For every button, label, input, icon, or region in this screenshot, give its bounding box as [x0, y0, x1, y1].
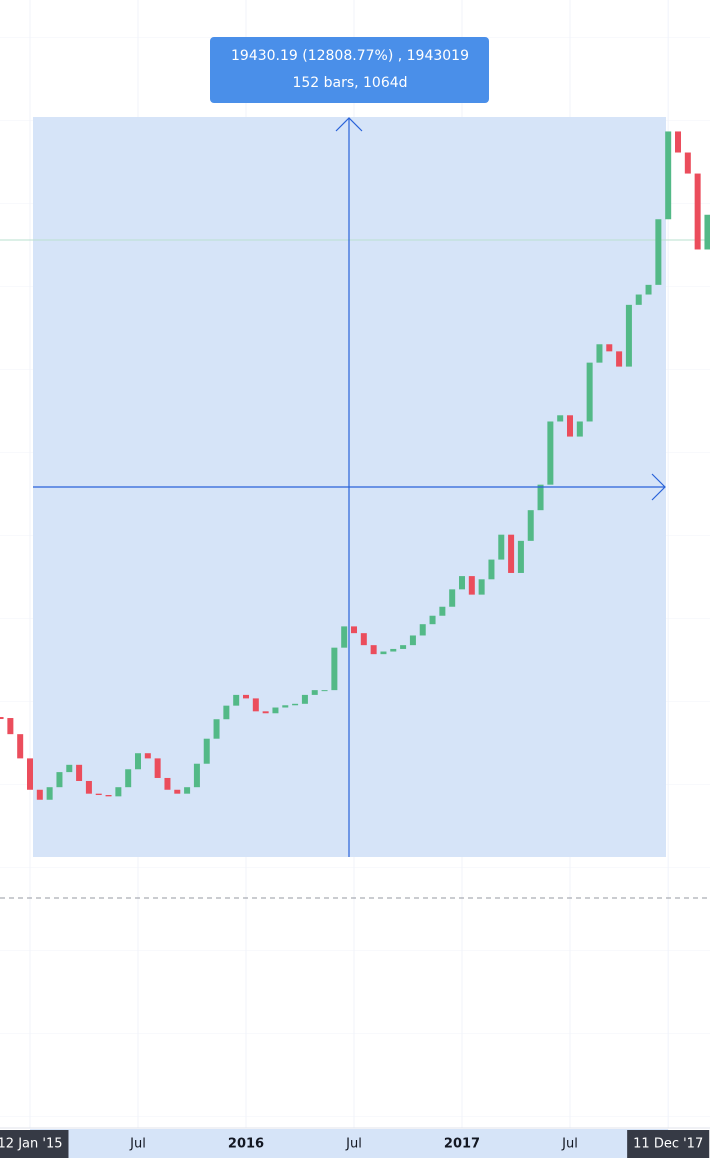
candle — [193, 763, 200, 788]
candle — [243, 694, 250, 699]
candle — [341, 626, 348, 648]
candle — [596, 344, 603, 363]
candle — [17, 734, 24, 759]
x-tick-label-box — [627, 1130, 710, 1158]
measure-label: 19430.19 (12808.77%) , 1943019 — [231, 48, 469, 64]
candle — [616, 351, 623, 367]
candle — [213, 719, 220, 739]
candle — [684, 152, 691, 174]
candle — [203, 738, 210, 764]
candle — [56, 772, 63, 788]
candle — [154, 758, 161, 778]
candle — [135, 753, 142, 770]
candle — [557, 415, 564, 422]
candle — [282, 705, 289, 708]
x-tick-label: 2016 — [228, 1137, 264, 1152]
candle — [351, 626, 358, 634]
measure-label-box — [210, 37, 489, 103]
candle — [665, 131, 672, 220]
candle — [547, 421, 554, 485]
candle — [439, 606, 446, 616]
candle — [311, 690, 318, 695]
arrow-head — [651, 473, 666, 501]
candle — [635, 294, 642, 305]
candle — [449, 589, 456, 607]
candle — [125, 769, 132, 788]
candle — [419, 624, 426, 636]
candle — [46, 787, 53, 800]
axis-range-highlight — [30, 1129, 669, 1158]
candle — [488, 559, 495, 580]
candle — [85, 780, 92, 794]
candle — [321, 690, 328, 692]
candle — [478, 579, 485, 595]
time-axis-labels: 12 Jan '15 Jul 2016 Jul 2017 Jul 11 Dec '17 — [0, 1129, 710, 1158]
x-tick-label: 11 Dec '17 — [633, 1137, 703, 1152]
candle — [272, 707, 279, 714]
candle — [164, 777, 171, 790]
candle — [400, 645, 407, 649]
candle — [184, 787, 191, 794]
candle — [694, 173, 701, 250]
candle — [645, 284, 652, 295]
candle — [331, 647, 338, 691]
candle — [292, 703, 299, 706]
candle — [459, 576, 466, 590]
candle — [115, 787, 122, 797]
candle — [233, 694, 240, 706]
candle — [390, 648, 397, 652]
candle — [380, 651, 387, 655]
x-tick-label: 2017 — [444, 1137, 480, 1152]
candle — [517, 540, 524, 573]
candle — [360, 633, 367, 646]
x-tick-label-box — [0, 1130, 69, 1158]
candle — [508, 534, 515, 573]
x-tick-label: Jul — [345, 1137, 362, 1152]
measure-sublabel: 152 bars, 1064d — [292, 75, 407, 91]
candle — [7, 718, 14, 735]
measure-arrows — [33, 117, 666, 857]
x-tick-label: Jul — [561, 1137, 578, 1152]
candle — [174, 789, 181, 794]
candle — [144, 753, 151, 759]
candle — [498, 534, 505, 560]
candle — [262, 711, 269, 714]
candle — [370, 645, 377, 655]
candle — [606, 344, 613, 352]
candle — [252, 698, 259, 712]
candle — [567, 415, 574, 437]
x-tick-label: 12 Jan '15 — [0, 1137, 62, 1152]
candle — [655, 219, 662, 285]
candle — [301, 694, 308, 704]
candle — [409, 635, 416, 646]
candle — [76, 764, 83, 781]
candle — [429, 615, 436, 625]
candle — [576, 421, 583, 437]
candle — [223, 705, 230, 720]
candle — [537, 484, 544, 511]
candle — [586, 362, 593, 422]
candle — [95, 793, 102, 796]
candle — [36, 789, 43, 800]
candle — [625, 304, 632, 367]
candle — [66, 764, 73, 773]
candle — [675, 131, 682, 153]
candle — [704, 214, 710, 250]
candles — [0, 131, 710, 800]
candle — [27, 758, 34, 790]
candle — [468, 576, 475, 595]
candle — [527, 510, 534, 541]
arrow-head — [335, 117, 363, 132]
x-tick-label: Jul — [129, 1137, 146, 1152]
candle — [105, 795, 112, 797]
